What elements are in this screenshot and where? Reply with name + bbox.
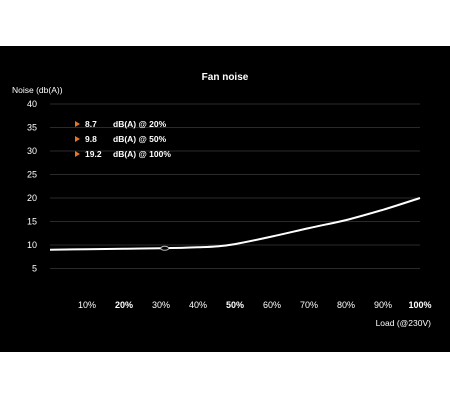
- x-tick-label: 20%: [115, 300, 133, 310]
- x-tick-label: 40%: [189, 300, 207, 310]
- x-tick-label: 10%: [78, 300, 96, 310]
- chart-panel: Fan noise Noise (db(A)) Load (@230V) 5 10…: [0, 46, 450, 352]
- noise-curve-line: [49, 197, 421, 251]
- x-tick-label: 50%: [226, 300, 244, 310]
- y-tick-label: 40: [27, 99, 37, 109]
- x-tick-label: 70%: [300, 300, 318, 310]
- y-tick-label: 5: [32, 264, 37, 274]
- annotation-text: dB(A) @ 50%: [113, 134, 167, 144]
- x-tick-label: 100%: [408, 300, 431, 310]
- y-tick-label: 25: [27, 170, 37, 180]
- y-tick-label: 30: [27, 146, 37, 156]
- y-tick-label: 10: [27, 240, 37, 250]
- x-axis-label: Load (@230V): [376, 318, 432, 328]
- x-tick-label: 30%: [152, 300, 170, 310]
- chart-title: Fan noise: [202, 72, 249, 83]
- y-tick-label: 20: [27, 193, 37, 203]
- x-tick-label: 80%: [337, 300, 355, 310]
- fan-noise-chart: Fan noise Noise (db(A)) Load (@230V) 5 10…: [12, 72, 432, 328]
- y-tick-label: 35: [27, 123, 37, 133]
- annotation-arrow-icon: [75, 121, 80, 127]
- y-axis-label: Noise (db(A)): [12, 85, 63, 95]
- curve-marker: [160, 245, 170, 251]
- annotation-value: 9.8: [85, 134, 97, 144]
- annotation-text: dB(A) @ 20%: [113, 119, 167, 129]
- x-tick-label: 60%: [263, 300, 281, 310]
- annotation-text: dB(A) @ 100%: [113, 149, 171, 159]
- annotation-value: 19.2: [85, 149, 102, 159]
- annotation-value: 8.7: [85, 119, 97, 129]
- x-tick-label: 90%: [374, 300, 392, 310]
- y-tick-label: 15: [27, 217, 37, 227]
- annotation-arrow-icon: [75, 136, 80, 142]
- annotation-arrow-icon: [75, 151, 80, 157]
